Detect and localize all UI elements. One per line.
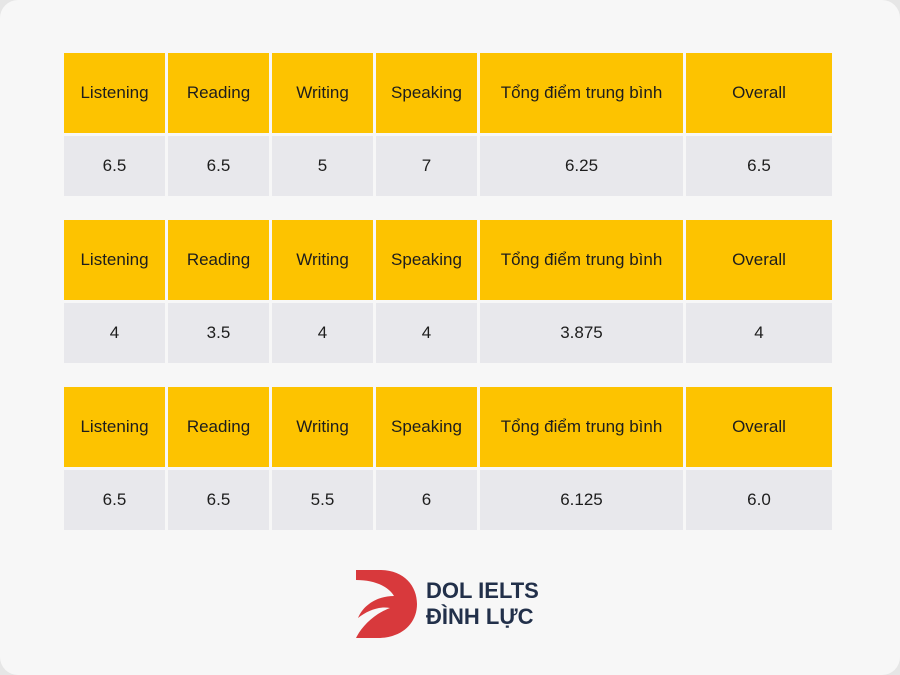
dol-logo: DOL IELTS ĐÌNH LỰC	[354, 568, 564, 640]
header-overall: Overall	[686, 220, 832, 300]
header-writing: Writing	[272, 53, 373, 133]
header-listening: Listening	[64, 220, 165, 300]
value-average: 6.25	[480, 136, 683, 196]
value-speaking: 4	[376, 303, 477, 363]
logo-line-2: ĐÌNH LỰC	[426, 604, 534, 629]
header-speaking: Speaking	[376, 220, 477, 300]
header-listening: Listening	[64, 53, 165, 133]
header-overall: Overall	[686, 387, 832, 467]
header-reading: Reading	[168, 387, 269, 467]
value-average: 3.875	[480, 303, 683, 363]
logo-wordmark: DOL IELTS ĐÌNH LỰC	[426, 578, 539, 630]
header-row: Listening Reading Writing Speaking Tổng …	[64, 220, 832, 300]
value-reading: 3.5	[168, 303, 269, 363]
score-table-2: Listening Reading Writing Speaking Tổng …	[61, 217, 835, 366]
header-row: Listening Reading Writing Speaking Tổng …	[64, 387, 832, 467]
logo-line-1: DOL IELTS	[426, 578, 539, 603]
value-reading: 6.5	[168, 470, 269, 530]
value-listening: 4	[64, 303, 165, 363]
header-speaking: Speaking	[376, 387, 477, 467]
header-average: Tổng điểm trung bình	[480, 220, 683, 300]
header-row: Listening Reading Writing Speaking Tổng …	[64, 53, 832, 133]
value-overall: 6.0	[686, 470, 832, 530]
value-average: 6.125	[480, 470, 683, 530]
value-writing: 4	[272, 303, 373, 363]
dol-logo-icon	[356, 570, 417, 638]
value-writing: 5	[272, 136, 373, 196]
header-reading: Reading	[168, 220, 269, 300]
header-speaking: Speaking	[376, 53, 477, 133]
header-average: Tổng điểm trung bình	[480, 53, 683, 133]
header-reading: Reading	[168, 53, 269, 133]
value-speaking: 6	[376, 470, 477, 530]
value-overall: 6.5	[686, 136, 832, 196]
value-overall: 4	[686, 303, 832, 363]
header-writing: Writing	[272, 387, 373, 467]
header-overall: Overall	[686, 53, 832, 133]
value-row: 6.5 6.5 5.5 6 6.125 6.0	[64, 470, 832, 530]
score-table-3: Listening Reading Writing Speaking Tổng …	[61, 384, 835, 533]
score-table-1: Listening Reading Writing Speaking Tổng …	[61, 50, 835, 199]
value-speaking: 7	[376, 136, 477, 196]
header-writing: Writing	[272, 220, 373, 300]
value-listening: 6.5	[64, 136, 165, 196]
value-row: 6.5 6.5 5 7 6.25 6.5	[64, 136, 832, 196]
value-writing: 5.5	[272, 470, 373, 530]
header-average: Tổng điểm trung bình	[480, 387, 683, 467]
value-reading: 6.5	[168, 136, 269, 196]
value-listening: 6.5	[64, 470, 165, 530]
header-listening: Listening	[64, 387, 165, 467]
value-row: 4 3.5 4 4 3.875 4	[64, 303, 832, 363]
